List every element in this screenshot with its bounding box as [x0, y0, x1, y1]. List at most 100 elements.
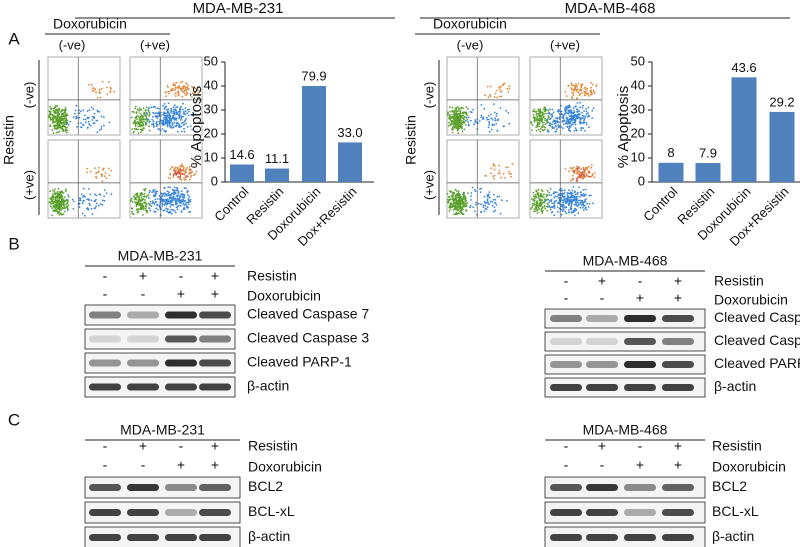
- flow-dot: [148, 192, 150, 194]
- flow-dot: [49, 198, 51, 200]
- flow-dot: [53, 132, 55, 134]
- flow-dot: [172, 124, 174, 126]
- flow-dot: [490, 167, 492, 169]
- flow-dot: [484, 196, 486, 198]
- flow-dot: [67, 194, 69, 196]
- flow-dot: [452, 199, 454, 201]
- value-label: 8: [667, 145, 674, 160]
- blot-band: [89, 384, 121, 391]
- flow-dot: [152, 107, 154, 109]
- flow-dot: [49, 124, 51, 126]
- flow-dot: [480, 203, 482, 205]
- flow-dot: [464, 201, 466, 203]
- flow-dot: [95, 173, 97, 175]
- flow-dot: [177, 131, 179, 133]
- flow-dot: [463, 117, 465, 119]
- flow-dot: [498, 196, 500, 198]
- flow-dot: [538, 126, 540, 128]
- flow-dot: [156, 193, 158, 195]
- flow-dot: [556, 126, 558, 128]
- flow-dot: [575, 127, 577, 129]
- flow-dot: [586, 124, 588, 126]
- treatment-label: Resistin: [712, 438, 762, 454]
- flow-dot: [588, 114, 590, 116]
- flow-dot: [578, 110, 580, 112]
- flow-dot: [551, 212, 553, 214]
- flow-dot: [510, 173, 512, 175]
- flow-dot: [181, 116, 183, 118]
- flow-dot: [96, 131, 98, 133]
- panel-label: A: [8, 29, 20, 48]
- flow-dot: [189, 172, 191, 174]
- blot-band: [550, 338, 582, 345]
- flow-dot: [146, 203, 148, 205]
- flow-dot: [181, 89, 183, 91]
- flow-dot: [463, 206, 465, 208]
- flow-dot: [484, 201, 486, 203]
- flow-dot: [175, 92, 177, 94]
- flow-dot: [181, 211, 183, 213]
- flow-dot: [60, 194, 62, 196]
- row-label: (-ve): [21, 82, 36, 109]
- flow-dot: [565, 111, 567, 113]
- flow-dot: [139, 120, 141, 122]
- flow-dot: [488, 115, 490, 117]
- flow-dot: [167, 190, 169, 192]
- flow-dot: [570, 167, 572, 169]
- flow-dot: [182, 87, 184, 89]
- flow-dot: [104, 189, 106, 191]
- flow-dot: [564, 207, 566, 209]
- flow-dot: [459, 124, 461, 126]
- flow-dot: [131, 207, 133, 209]
- sign: +: [139, 438, 147, 454]
- flow-dot: [554, 195, 556, 197]
- flow-dot: [104, 200, 106, 202]
- flow-dot: [186, 202, 188, 204]
- flow-dot: [588, 176, 590, 178]
- flow-dot: [508, 171, 510, 173]
- flow-dot: [536, 125, 538, 127]
- flow-dot: [80, 126, 82, 128]
- y-tick-label: 20: [204, 125, 218, 140]
- flow-dot: [58, 188, 60, 190]
- flow-dot: [460, 198, 462, 200]
- flow-dot: [174, 171, 176, 173]
- flow-dot: [536, 116, 538, 118]
- flow-dot: [135, 128, 137, 130]
- treatment: Doxorubicin: [53, 16, 127, 32]
- flow-dot: [56, 205, 58, 207]
- flow-dot: [452, 123, 454, 125]
- flow-dot: [461, 212, 463, 214]
- cell-line: MDA-MB-468: [565, 0, 656, 17]
- flow-dot: [452, 111, 454, 113]
- flow-dot: [576, 178, 578, 180]
- flow-dot: [171, 204, 173, 206]
- flow-dot: [187, 175, 189, 177]
- annotation: 33.0: [337, 125, 362, 140]
- flow-dot: [457, 213, 459, 215]
- flow-dot: [578, 205, 580, 207]
- flow-dot: [168, 108, 170, 110]
- flow-dot: [101, 174, 103, 176]
- flow-dot: [81, 193, 83, 195]
- flow-dot: [93, 200, 95, 202]
- flow-dot: [145, 109, 147, 111]
- flow-dot: [466, 117, 468, 119]
- flow-dot: [478, 203, 480, 205]
- flow-dot: [544, 208, 546, 210]
- flow-dot: [138, 211, 140, 213]
- flow-dot: [138, 133, 140, 135]
- flow-dot: [582, 105, 584, 107]
- flow-dot: [53, 108, 55, 110]
- flow-dot: [563, 196, 565, 198]
- flow-dot: [558, 203, 560, 205]
- flow-dot: [141, 197, 143, 199]
- flow-dot: [576, 197, 578, 199]
- flow-dot: [538, 122, 540, 124]
- flow-dot: [170, 108, 172, 110]
- sign: +: [674, 273, 682, 289]
- flow-dot: [550, 200, 552, 202]
- flow-dot: [542, 202, 544, 204]
- flow-dot: [76, 105, 78, 107]
- flow-dot: [495, 202, 497, 204]
